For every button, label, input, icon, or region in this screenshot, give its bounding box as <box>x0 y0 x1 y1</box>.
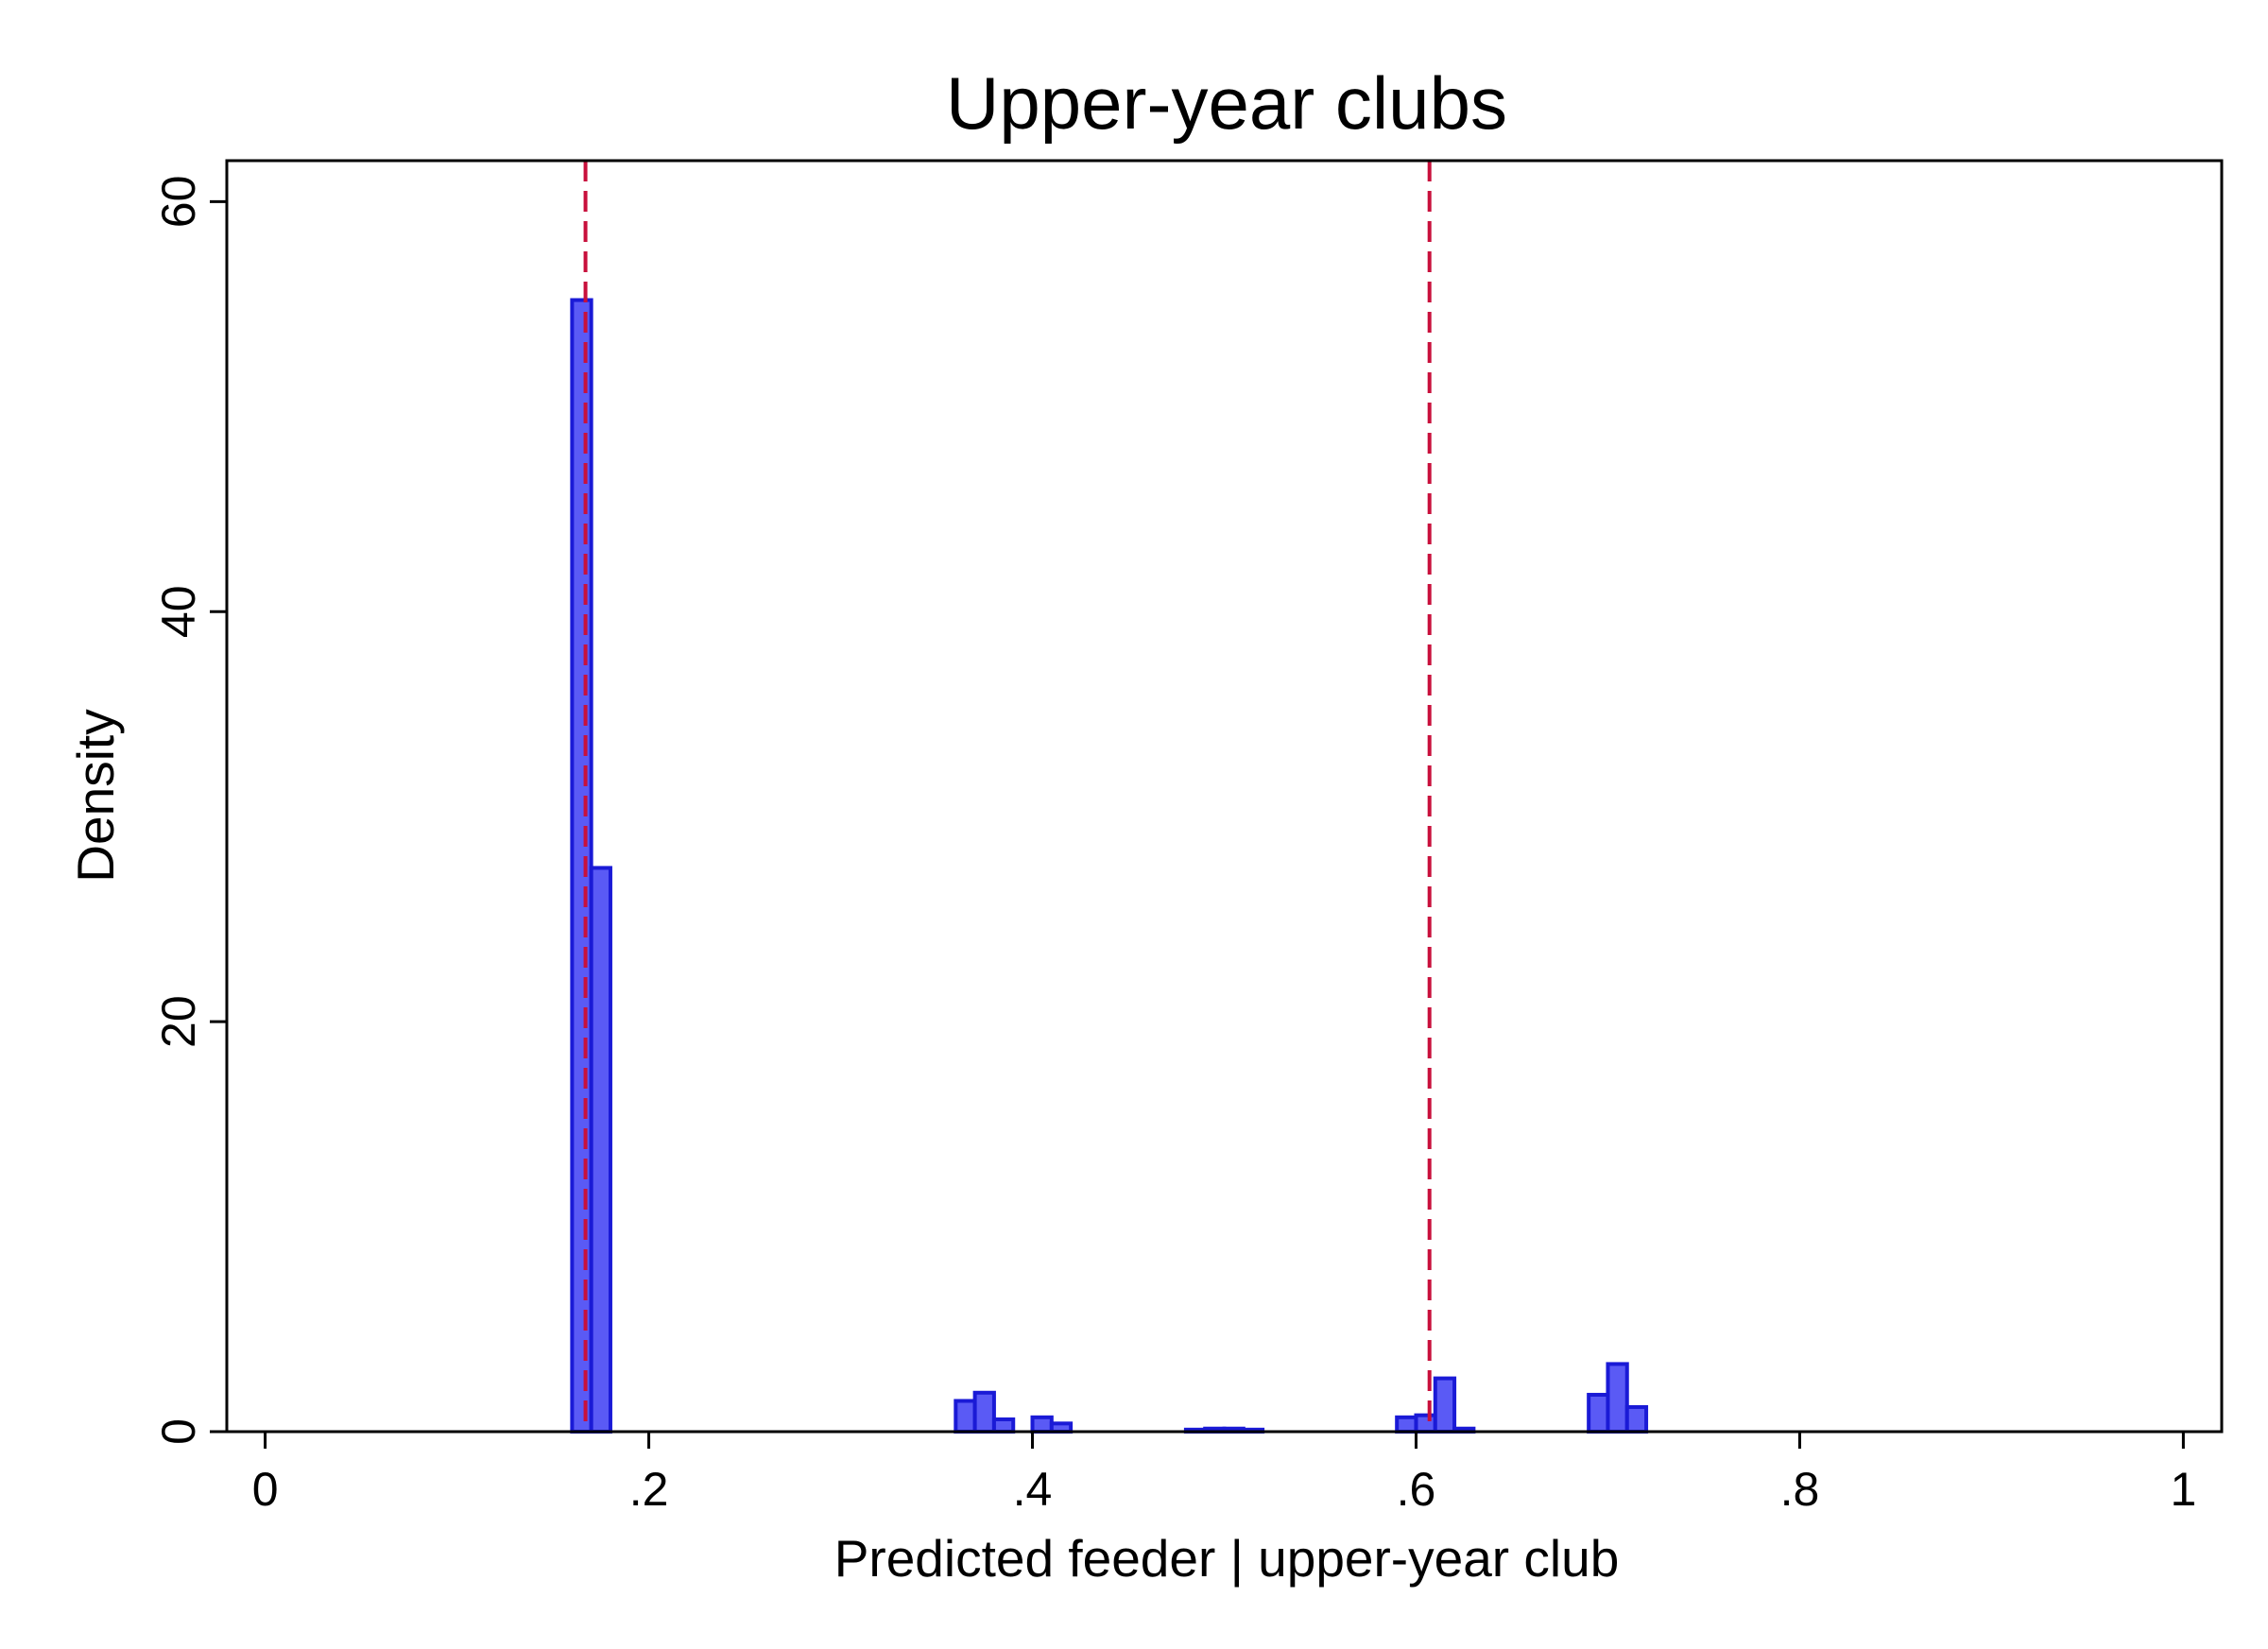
chart-title: Upper-year clubs <box>946 61 1507 145</box>
histogram-bar <box>991 1417 1016 1434</box>
histogram-bar <box>570 298 593 1434</box>
histogram-bar <box>1624 1404 1649 1434</box>
y-tick-label: 60 <box>152 176 205 229</box>
y-axis: 0 20 40 60 <box>152 176 227 1445</box>
x-axis: 0 .2 .4 .6 .8 1 <box>252 1432 2196 1516</box>
x-tick-label: .6 <box>1397 1463 1436 1516</box>
x-axis-label: Predicted feeder | upper-year club <box>834 1529 1620 1588</box>
histogram-bar <box>589 866 612 1434</box>
y-tick-label: 20 <box>152 995 205 1048</box>
y-axis-label: Density <box>66 709 125 883</box>
histogram-bar <box>1433 1376 1457 1434</box>
x-tick-label: 0 <box>252 1463 279 1516</box>
plot-area-frame <box>225 159 2224 1434</box>
histogram-bar <box>1395 1415 1418 1434</box>
x-tick-label: .4 <box>1013 1463 1053 1516</box>
reference-lines <box>583 161 1432 1432</box>
y-tick-label: 40 <box>152 585 205 638</box>
histogram-bar <box>1606 1362 1629 1434</box>
histogram-bar <box>972 1390 996 1434</box>
x-tick-label: 1 <box>2170 1463 2196 1516</box>
x-tick-label: .8 <box>1780 1463 1820 1516</box>
histogram-bar <box>1414 1413 1437 1434</box>
histogram-bar <box>1587 1392 1610 1434</box>
x-tick-label: .2 <box>629 1463 669 1516</box>
histogram-bar <box>954 1399 977 1434</box>
histogram-bar <box>1030 1415 1054 1434</box>
y-tick-label: 0 <box>152 1418 205 1445</box>
